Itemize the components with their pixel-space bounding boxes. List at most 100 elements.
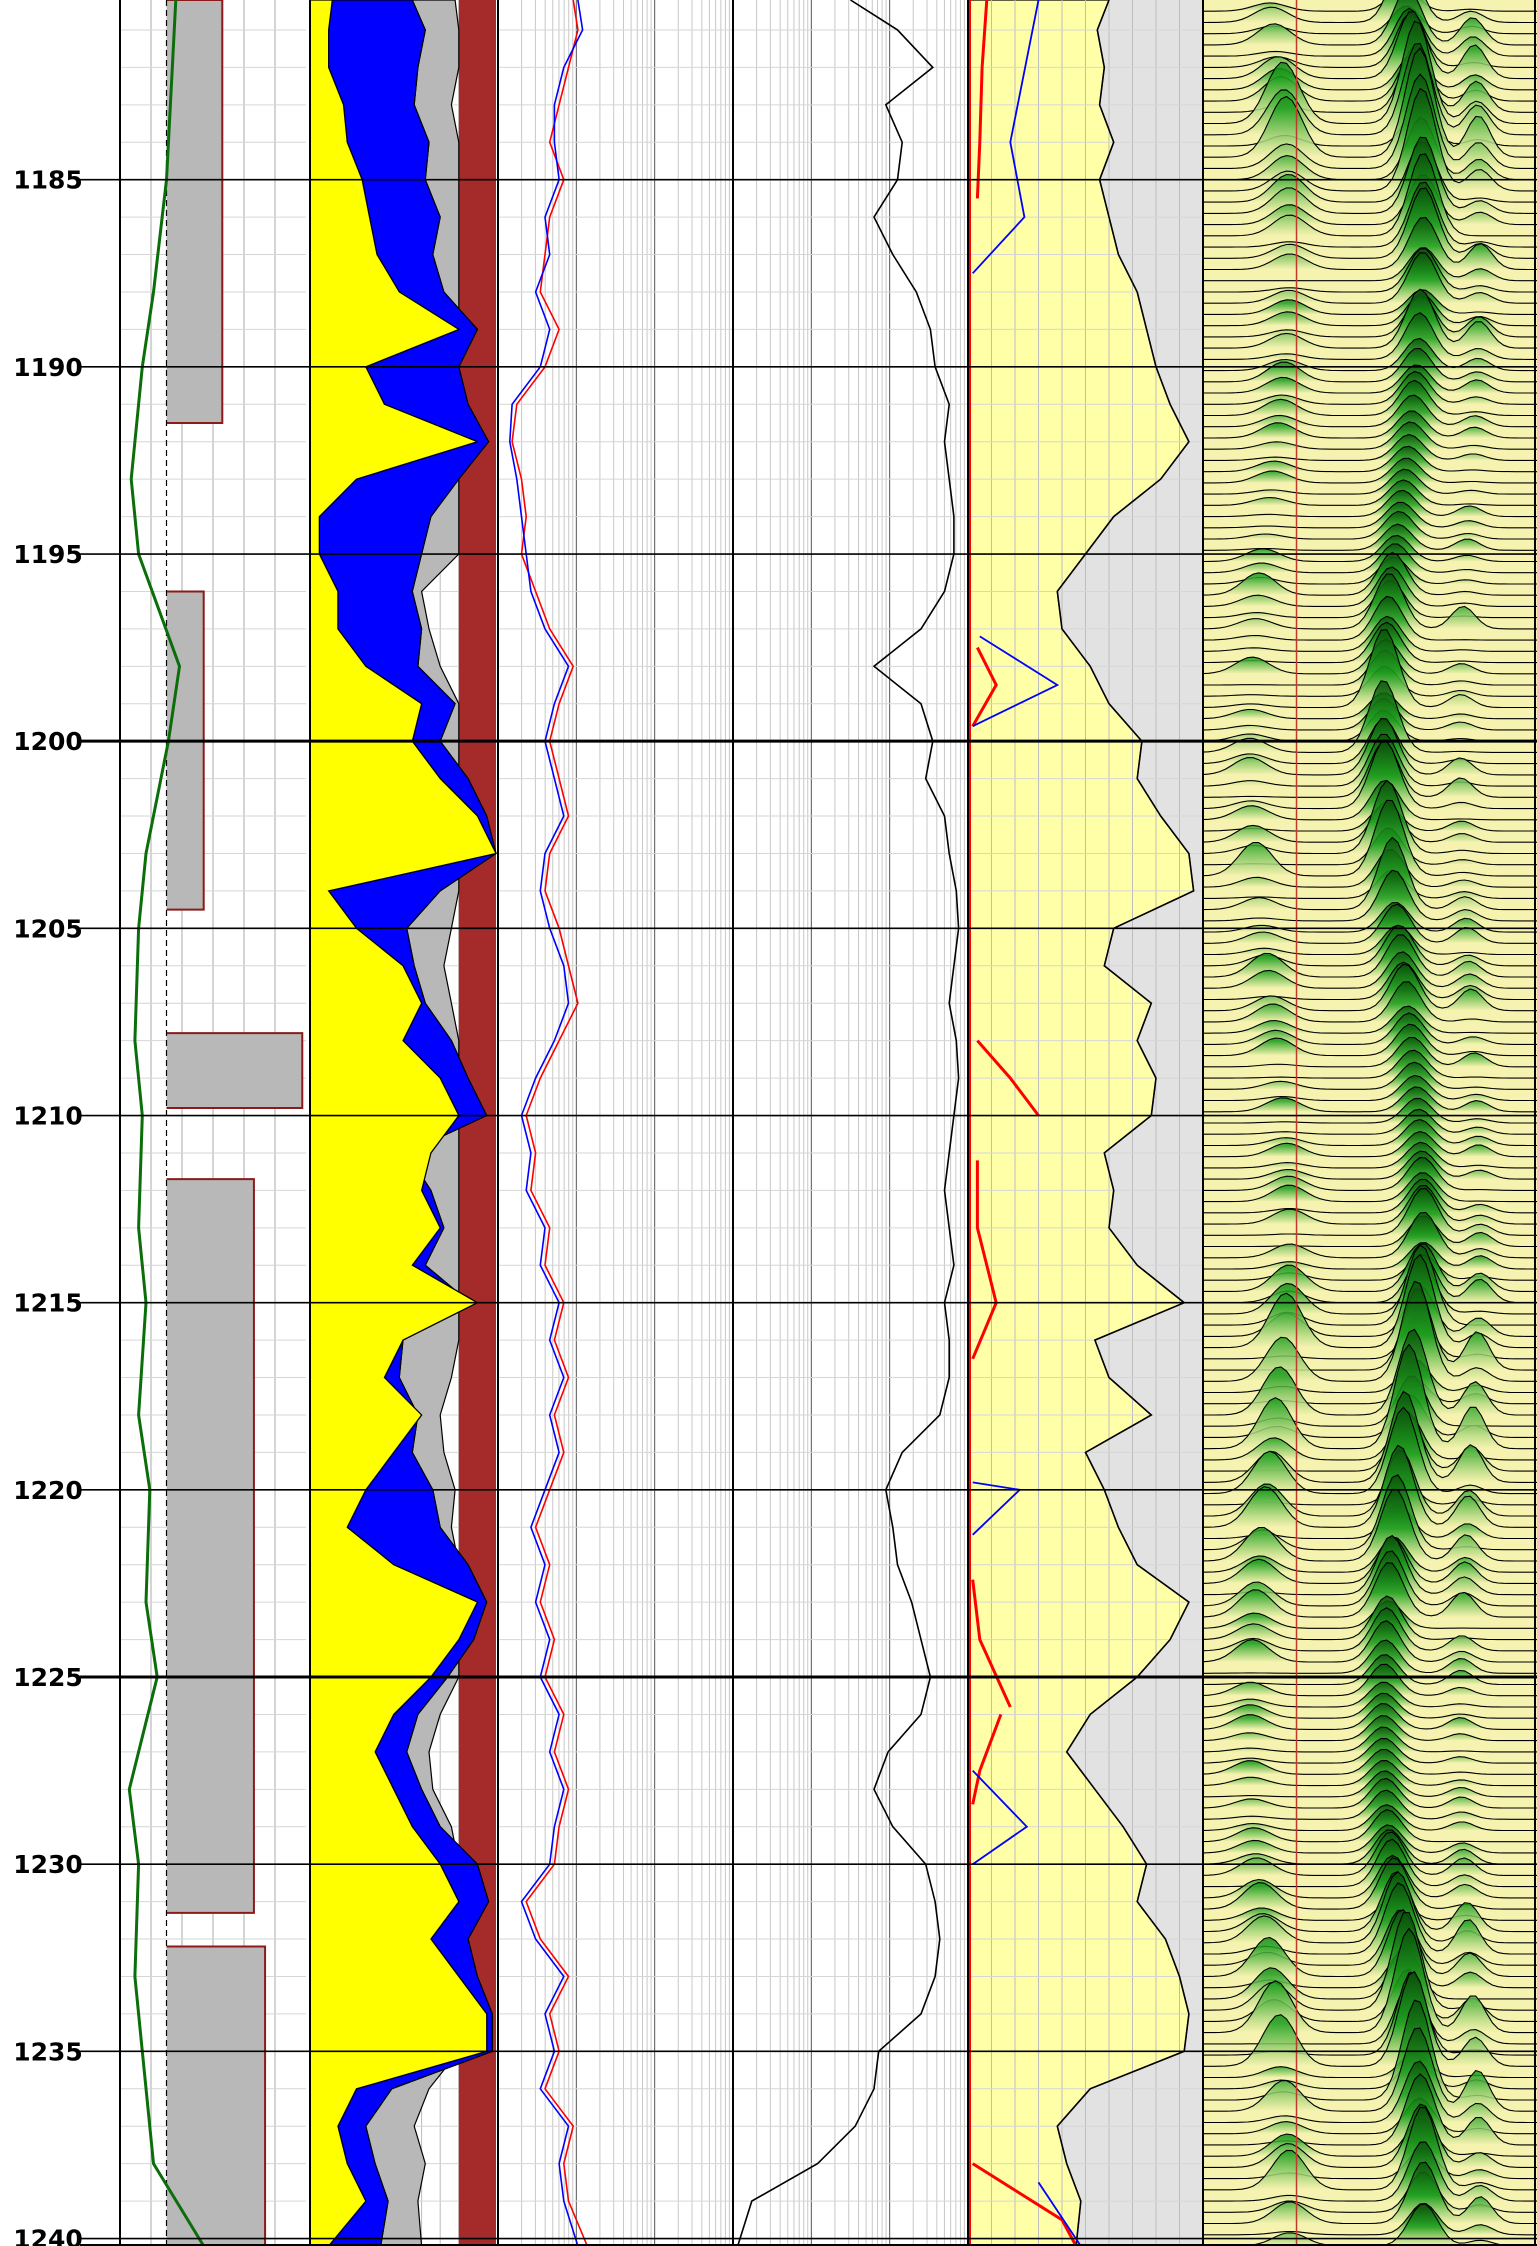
waveform-fill (1203, 1809, 1537, 1842)
depth-axis: 1185 1190 1195 1200 1205 1210 1215 1220 1225 1230… (13, 166, 83, 2246)
waveform-trace (1203, 523, 1537, 551)
waveform-fill (1203, 289, 1537, 315)
waveform-trace (1202, 1536, 1537, 1573)
waveform-trace (1203, 1242, 1537, 1270)
waveform-trace (1203, 1328, 1537, 1416)
waveform-trace (1202, 1857, 1537, 1910)
waveform-trace (1202, 1824, 1537, 1854)
waveform-trace (1203, 501, 1537, 529)
waveform-fill (1203, 1749, 1537, 1775)
waveform-fill (1203, 1771, 1537, 1797)
waveform-trace (1202, 1831, 1537, 1876)
waveform-fill (1203, 567, 1537, 607)
waveform-fill (1203, 934, 1537, 977)
waveform-trace (1202, 595, 1537, 641)
waveform-trace (1203, 11, 1537, 80)
waveform-trace (1203, 2147, 1537, 2180)
waveform-trace (1203, 1118, 1537, 1147)
waveform-trace (1203, 951, 1537, 989)
waveform-fill (1203, 48, 1537, 158)
waveform-fill (1203, 680, 1537, 753)
waveform-fill (1203, 364, 1537, 394)
waveform-trace (1203, 2106, 1537, 2191)
waveform-fill (1203, 1131, 1537, 1157)
waveform-fill (1203, 1407, 1537, 1494)
waveform-fill (1203, 1087, 1537, 1112)
waveform-trace (1202, 629, 1537, 709)
waveform-trace (1202, 1681, 1537, 1708)
waveform-fill (1203, 1157, 1537, 1191)
red-step-curve (166, 1178, 255, 1914)
waveform-trace (1203, 479, 1537, 506)
waveform-trace (1203, 2027, 1537, 2112)
depth-tick-label: 1235 (13, 2037, 83, 2066)
waveform-trace (1203, 1023, 1537, 1057)
waveform-trace (1203, 1789, 1537, 1820)
fill-layer (166, 0, 1203, 2246)
waveform-trace (1203, 963, 1537, 1012)
waveform-trace (1202, 733, 1537, 787)
waveform-trace (1202, 717, 1537, 776)
waveform-fill (1203, 1855, 1537, 1898)
waveform-fill (1203, 395, 1537, 427)
waveform-trace (1203, 580, 1537, 619)
waveform-fill (1203, 1830, 1537, 1865)
waveform-trace (1203, 981, 1537, 1023)
waveform-trace (1203, 1012, 1537, 1045)
depth-tick-label: 1220 (13, 1476, 83, 1505)
blue-curve-segment (972, 635, 1060, 728)
waveform-fill (1203, 1013, 1537, 1045)
waveform-fill (1203, 1928, 1537, 2033)
waveform-trace (1203, 42, 1537, 136)
waveform-fill (1203, 1254, 1537, 1348)
waveform-fill (1203, 1857, 1537, 1910)
waveform-fill (1203, 574, 1537, 629)
waveform-fill (1203, 1024, 1537, 1056)
waveform-trace (1202, 1804, 1537, 1832)
red-step-curve (166, 1032, 304, 1110)
waveform-fill (1203, 2052, 1537, 2078)
waveform-trace (1202, 1562, 1537, 1618)
waveform-trace (1203, 1770, 1537, 1798)
depth-tick-label: 1185 (13, 166, 83, 195)
waveform-fill (1203, 1536, 1537, 1584)
waveform-trace (1203, 364, 1537, 394)
waveform-trace (1202, 638, 1537, 675)
waveform-fill (1203, 1151, 1537, 1180)
waveform-trace (1203, 1086, 1537, 1113)
blue-curve-segment (972, 1769, 1029, 1865)
blue-curve (508, 0, 584, 2246)
green-curve (127, 0, 205, 2246)
waveform-trace (1202, 534, 1537, 563)
waveform-fill (1203, 1006, 1537, 1034)
spectrum-layer (1202, 0, 1537, 2246)
waveform-fill (1203, 0, 1537, 23)
waveform-trace (1203, 294, 1537, 338)
waveform-trace (1202, 551, 1537, 596)
waveform-trace (1203, 347, 1537, 383)
waveform-trace (1203, 2141, 1537, 2202)
waveform-fill (1203, 780, 1537, 820)
waveform-trace (1203, 961, 1537, 1001)
waveform-trace (1202, 740, 1537, 810)
waveform-trace (1203, 1036, 1537, 1068)
waveform-fill (1203, 1172, 1537, 1202)
depth-tick-label: 1195 (13, 540, 83, 569)
gray-block-fill (166, 591, 204, 910)
waveform-fill (1203, 1535, 1537, 1595)
waveform-trace (1203, 1343, 1537, 1450)
waveform-fill (1203, 11, 1537, 79)
waveform-fill (1203, 348, 1537, 382)
waveform-fill (1203, 1062, 1537, 1090)
waveform-fill (1203, 1344, 1537, 1449)
waveform-trace (1203, 73, 1537, 169)
blue-curve-segment (1037, 2181, 1082, 2246)
waveform-trace (1202, 1829, 1537, 1865)
depth-tick-label: 1240 (13, 2225, 83, 2246)
waveform-fill (1203, 981, 1537, 1022)
waveform-fill (1203, 371, 1537, 405)
waveform-trace (1202, 902, 1537, 933)
waveform-trace (1202, 0, 1537, 24)
waveform-fill (1203, 411, 1537, 438)
